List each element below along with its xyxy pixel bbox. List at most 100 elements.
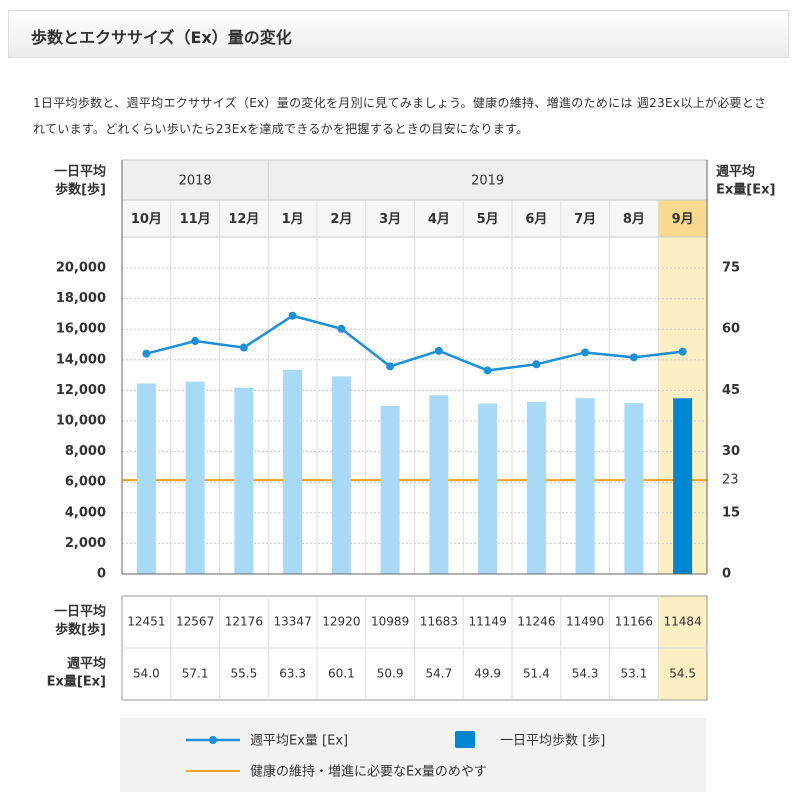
line <box>146 314 683 372</box>
table-cell: 60.1 <box>328 667 355 681</box>
bar <box>380 405 400 574</box>
bar <box>136 383 156 574</box>
y2-tick-label: 75 <box>722 261 740 276</box>
line-point <box>191 337 200 346</box>
year-label: 2019 <box>471 174 504 189</box>
description: 1日平均歩数と、週平均エクササイズ（Ex）量の変化を月別に見てみましょう。健康の… <box>33 96 767 136</box>
y-tick-label: 14,000 <box>56 352 106 367</box>
y-tick-label: 16,000 <box>56 322 106 337</box>
table-cell: 63.3 <box>279 667 306 681</box>
table-cell: 50.9 <box>377 667 404 681</box>
x-tick-label: 6月 <box>525 212 547 227</box>
x-tick-label: 3月 <box>379 212 401 227</box>
header: 歩数とエクササイズ（Ex）量の変化 <box>8 10 789 58</box>
line-point <box>532 360 541 369</box>
table-cell: 55.5 <box>231 667 258 681</box>
bar <box>624 403 644 574</box>
line-point <box>581 348 590 357</box>
legend-marker <box>209 736 217 744</box>
table-cell: 53.1 <box>621 667 648 681</box>
legend-label: 一日平均歩数 [歩] <box>500 734 605 749</box>
bar <box>331 376 351 574</box>
table-cell: 54.5 <box>669 667 696 681</box>
bar <box>283 369 303 574</box>
bar <box>429 395 449 574</box>
y-tick-label: 12,000 <box>56 383 106 398</box>
x-tick-label: 11月 <box>180 212 211 227</box>
x-tick-label: 9月 <box>672 212 694 227</box>
year-row-bg <box>122 160 707 200</box>
table-row-label: Ex量[Ex] <box>47 675 106 690</box>
x-tick-label: 4月 <box>428 212 450 227</box>
y-tick-label: 20,000 <box>56 261 106 276</box>
y2-axis-label: 週平均 <box>716 164 755 180</box>
table-cell: 54.7 <box>426 667 453 681</box>
y-tick-label: 0 <box>97 567 106 582</box>
y2-tick-label: 0 <box>722 567 731 582</box>
y2-tick-label: 60 <box>722 322 740 337</box>
table-cell: 11484 <box>664 615 702 629</box>
line-point <box>288 311 297 320</box>
y-tick-label: 4,000 <box>65 505 106 520</box>
bar <box>185 381 205 574</box>
year-label: 2018 <box>179 174 212 189</box>
line-point <box>434 346 443 355</box>
x-tick-label: 2月 <box>330 212 352 227</box>
table-row-label: 一日平均 <box>54 604 106 620</box>
table-row-label: 週平均 <box>67 656 106 672</box>
bar <box>673 398 693 574</box>
legend-label: 健康の維持・増進に必要なEx量のめやす <box>250 764 487 780</box>
y2-axis-label: Ex量[Ex] <box>716 183 775 198</box>
y-tick-label: 2,000 <box>65 536 106 551</box>
line-point <box>386 362 395 371</box>
bar <box>234 387 254 574</box>
y-axis-label: 一日平均 <box>54 164 106 180</box>
table-cell: 57.1 <box>182 667 209 681</box>
line-point <box>629 353 638 362</box>
y2-tick-label: 15 <box>722 505 740 520</box>
highlight-month-cell <box>658 200 707 237</box>
x-tick-label: 7月 <box>574 212 596 227</box>
table-cell: 51.4 <box>523 667 550 681</box>
y2-tick-label: 30 <box>722 444 740 459</box>
bar <box>478 403 498 574</box>
y-tick-label: 18,000 <box>56 291 106 306</box>
table-cell: 11246 <box>517 615 555 629</box>
table-row-label: 歩数[歩] <box>55 622 106 638</box>
table-cell: 11683 <box>420 615 458 629</box>
table-cell: 11166 <box>615 615 653 629</box>
x-tick-label: 5月 <box>477 212 499 227</box>
legend-label: 週平均Ex量 [Ex] <box>250 734 348 749</box>
table-cell: 11149 <box>469 615 507 629</box>
bar <box>575 398 595 574</box>
y-tick-label: 8,000 <box>65 444 106 459</box>
table-cell: 12567 <box>176 615 214 629</box>
table-cell: 12451 <box>127 615 165 629</box>
reference-label: 23 <box>722 473 739 488</box>
table-cell: 49.9 <box>474 667 501 681</box>
y-tick-label: 6,000 <box>65 475 106 490</box>
table-cell: 54.0 <box>133 667 160 681</box>
y2-tick-label: 45 <box>722 383 740 398</box>
x-tick-label: 1月 <box>282 212 304 227</box>
line-point <box>678 347 687 356</box>
line-point <box>483 366 492 375</box>
table-cell: 54.3 <box>572 667 599 681</box>
x-tick-label: 10月 <box>131 212 162 227</box>
legend-bg <box>120 718 706 792</box>
line-point <box>239 343 248 352</box>
x-tick-label: 8月 <box>623 212 645 227</box>
y-axis-label: 歩数[歩] <box>55 182 106 198</box>
y-tick-label: 10,000 <box>56 414 106 429</box>
legend-marker <box>455 731 475 748</box>
bar <box>526 401 546 574</box>
page-title: 歩数とエクササイズ（Ex）量の変化 <box>31 28 292 47</box>
table-cell: 12176 <box>225 615 263 629</box>
table-cell: 12920 <box>322 615 360 629</box>
table-cell: 10989 <box>371 615 409 629</box>
x-tick-label: 12月 <box>228 212 259 227</box>
line-point <box>142 349 151 358</box>
table-cell: 11490 <box>566 615 604 629</box>
